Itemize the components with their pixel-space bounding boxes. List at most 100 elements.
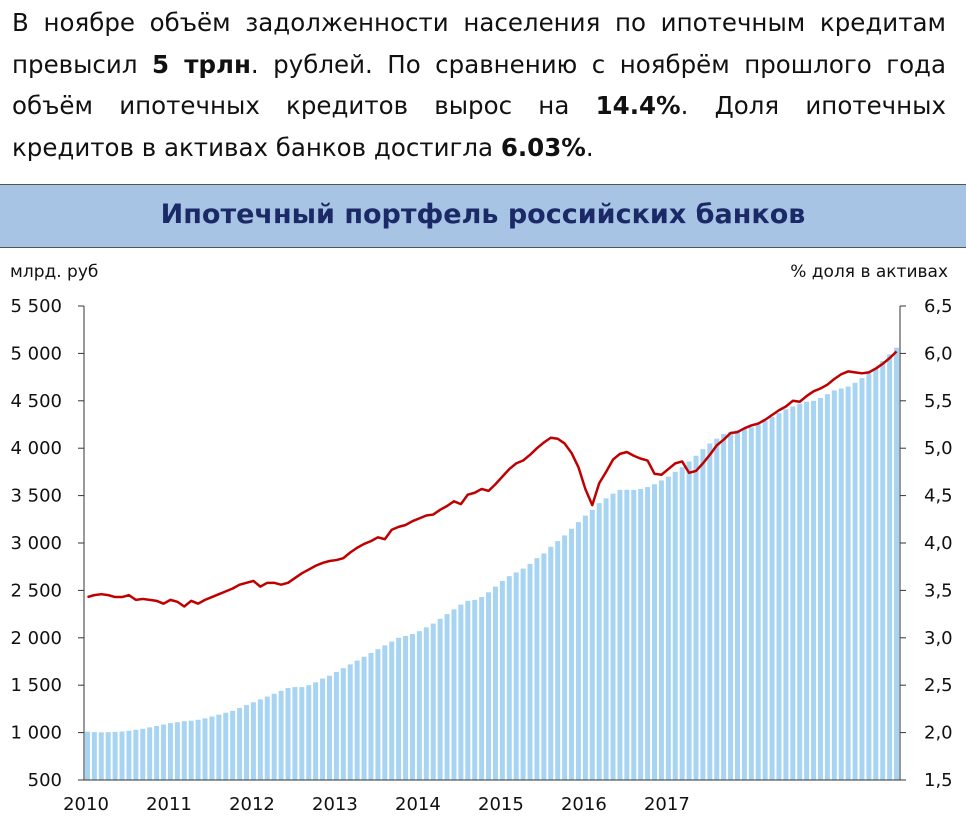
portfolio-bar — [569, 528, 575, 780]
portfolio-bar — [506, 576, 512, 780]
portfolio-bar — [340, 668, 346, 780]
portfolio-bar — [313, 682, 319, 780]
portfolio-bar — [658, 480, 664, 780]
portfolio-bar — [887, 354, 893, 780]
portfolio-bar — [555, 541, 561, 780]
intro-text-2: . рублей. По сравнению с ноябрём прошлог… — [12, 49, 947, 121]
portfolio-bar — [652, 484, 657, 780]
portfolio-bar — [748, 427, 754, 780]
intro-text-1: В ноябре объём задолженности населения п… — [12, 8, 946, 79]
intro-paragraph: В ноябре объём задолженности населения п… — [12, 2, 946, 168]
portfolio-bar — [769, 416, 775, 780]
portfolio-bar — [804, 401, 810, 780]
chart-title: Ипотечный портфель российских банков — [160, 199, 806, 230]
portfolio-bar — [811, 400, 817, 780]
portfolio-bar — [783, 409, 789, 780]
portfolio-bar — [84, 731, 90, 780]
portfolio-bar — [575, 522, 581, 780]
portfolio-bar — [147, 727, 153, 780]
portfolio-bar — [244, 705, 249, 780]
portfolio-bar — [306, 685, 312, 780]
portfolio-bar — [202, 718, 208, 780]
left-tick-label: 1 500 — [10, 675, 62, 696]
portfolio-bar — [721, 433, 727, 780]
portfolio-bar — [880, 360, 886, 780]
portfolio-bar — [617, 489, 623, 780]
portfolio-bar — [492, 586, 498, 780]
portfolio-bar — [320, 678, 326, 780]
right-tick-label: 4,5 — [924, 486, 953, 507]
right-axis-ticks: 6,5 6,0 5,5 5,0 4,5 4,0 3,5 3,0 2,5 2,0 1,5 — [924, 296, 953, 791]
left-axis-ticks: 5 500 5 000 4 500 4 000 3 500 3 000 2 500 2 000… — [10, 296, 62, 791]
portfolio-bar — [831, 390, 837, 780]
portfolio-bar — [610, 493, 616, 780]
portfolio-bar — [223, 712, 229, 780]
portfolio-bar — [285, 688, 291, 780]
portfolio-bar — [257, 699, 263, 780]
left-tick-label: 4 000 — [10, 438, 62, 459]
portfolio-bar — [631, 489, 637, 780]
portfolio-bar — [776, 413, 782, 780]
portfolio-bars — [84, 347, 900, 780]
portfolio-bar — [195, 719, 201, 780]
intro-bold-share: 6.03% — [500, 132, 586, 162]
right-tick-label: 3,5 — [924, 580, 953, 601]
x-tick-label: 2016 — [561, 794, 607, 815]
x-axis-labels: 2010 2011 2012 2013 2014 2015 2016 2017 — [63, 794, 690, 815]
portfolio-bar — [292, 687, 298, 780]
portfolio-bar — [354, 660, 360, 780]
x-tick-label: 2012 — [229, 794, 275, 815]
portfolio-bar — [188, 720, 194, 780]
portfolio-bar — [817, 397, 823, 780]
portfolio-bar — [873, 367, 879, 780]
portfolio-bar — [361, 656, 367, 780]
right-tick-label: 6,0 — [924, 343, 953, 364]
portfolio-bar — [133, 729, 139, 780]
portfolio-bar — [347, 664, 353, 780]
portfolio-bar — [534, 558, 540, 780]
portfolio-bar — [520, 568, 526, 780]
left-axis-unit: млрд. руб — [10, 262, 98, 282]
portfolio-bar — [562, 535, 568, 780]
portfolio-bar — [167, 723, 173, 780]
portfolio-bar — [458, 604, 464, 780]
portfolio-bar — [894, 347, 900, 780]
portfolio-bar — [368, 652, 374, 780]
portfolio-bar — [859, 378, 865, 780]
portfolio-bar — [444, 614, 450, 780]
right-tick-label: 5,0 — [924, 438, 953, 459]
portfolio-bar — [582, 515, 588, 780]
portfolio-bar — [409, 634, 415, 780]
portfolio-bar — [797, 403, 803, 780]
portfolio-bar — [437, 618, 443, 780]
chart-axes — [78, 305, 906, 781]
right-tick-label: 4,0 — [924, 533, 953, 554]
portfolio-bar — [299, 687, 305, 780]
left-tick-label: 2 500 — [10, 580, 62, 601]
portfolio-bar — [548, 546, 554, 780]
left-tick-label: 3 500 — [10, 486, 62, 507]
portfolio-bar — [389, 641, 395, 780]
portfolio-bar — [638, 488, 644, 780]
portfolio-bar — [375, 649, 381, 780]
left-tick-label: 1 000 — [10, 723, 62, 744]
portfolio-bar — [645, 487, 651, 780]
portfolio-bar — [112, 731, 118, 780]
portfolio-bar — [465, 600, 471, 780]
portfolio-bar — [423, 627, 429, 780]
portfolio-bar — [119, 731, 125, 780]
portfolio-bar — [209, 716, 215, 780]
chart-title-banner: Ипотечный портфель российских банков — [0, 184, 966, 248]
right-tick-label: 2,0 — [924, 723, 953, 744]
intro-text-4: . — [585, 132, 594, 162]
portfolio-bar — [451, 609, 457, 780]
portfolio-bar — [741, 429, 747, 780]
left-tick-label: 500 — [28, 770, 62, 791]
portfolio-bar — [278, 690, 284, 780]
portfolio-bar — [174, 722, 180, 780]
portfolio-bar — [396, 637, 402, 780]
portfolio-bar — [479, 597, 485, 780]
left-tick-label: 3 000 — [10, 533, 62, 554]
portfolio-bar — [527, 563, 533, 780]
portfolio-bar — [693, 455, 699, 780]
